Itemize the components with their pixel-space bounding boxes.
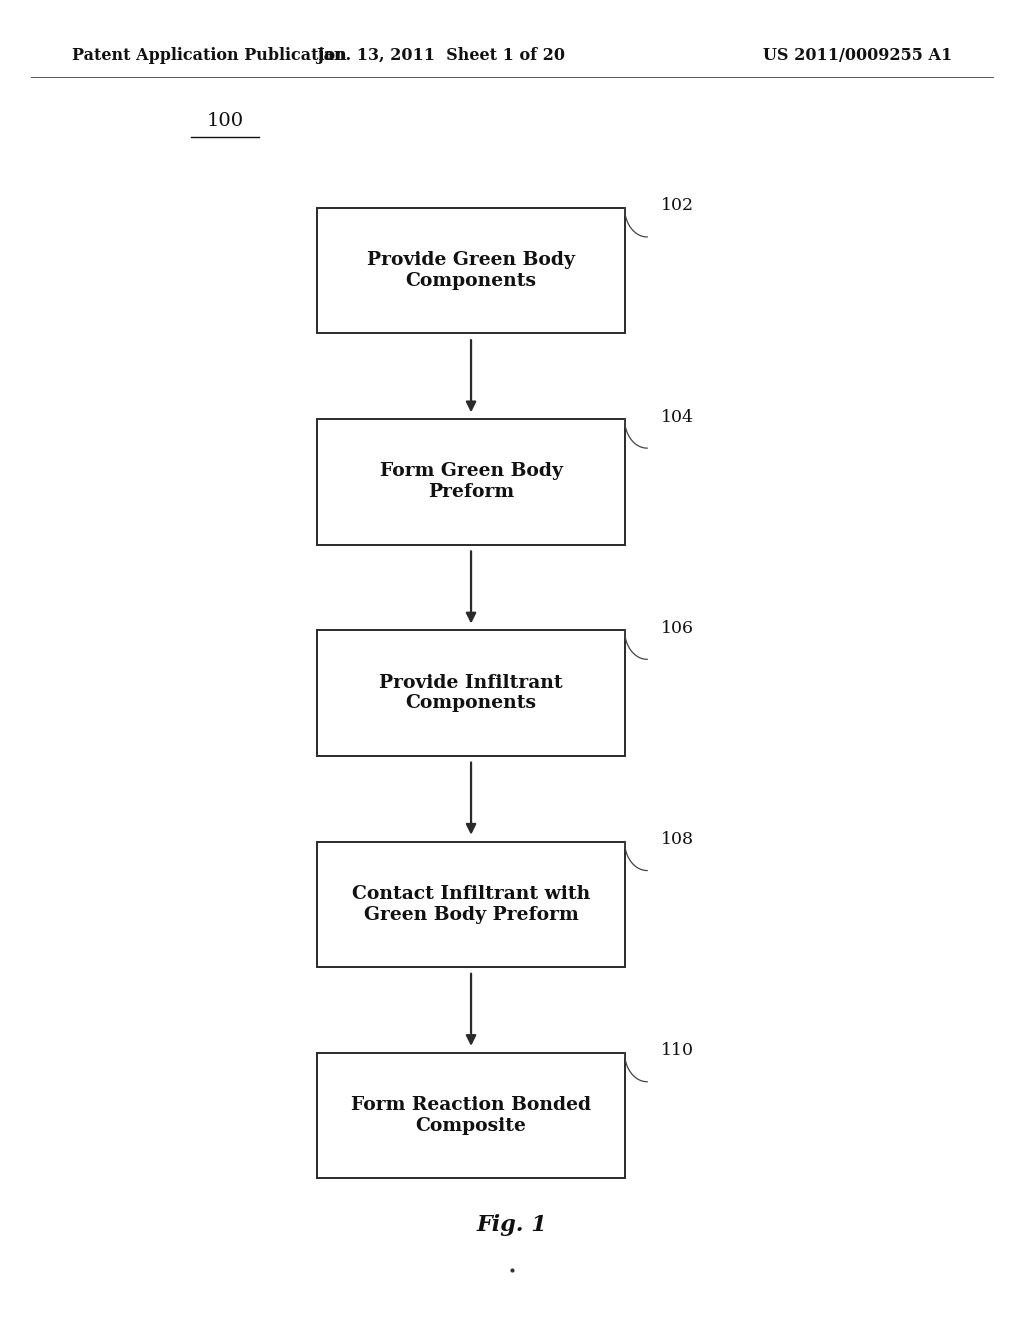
Text: 102: 102 [660,197,693,214]
Text: 106: 106 [660,620,693,636]
Bar [317,842,625,966]
Text: Provide Green Body
Components: Provide Green Body Components [367,251,575,290]
Bar [317,1053,625,1177]
Bar [317,631,625,755]
Text: Form Green Body
Preform: Form Green Body Preform [380,462,562,502]
Bar [317,420,625,544]
Text: Fig. 1: Fig. 1 [476,1214,548,1236]
Text: Contact Infiltrant with
Green Body Preform: Contact Infiltrant with Green Body Prefo… [352,884,590,924]
Text: Provide Infiltrant
Components: Provide Infiltrant Components [379,673,563,713]
Text: 110: 110 [660,1043,693,1059]
Text: Patent Application Publication: Patent Application Publication [72,48,346,63]
Text: 108: 108 [660,832,693,847]
Text: 104: 104 [660,409,693,425]
Text: Jan. 13, 2011  Sheet 1 of 20: Jan. 13, 2011 Sheet 1 of 20 [315,48,565,63]
Text: 100: 100 [207,112,244,131]
Text: US 2011/0009255 A1: US 2011/0009255 A1 [763,48,952,63]
Bar [317,209,625,333]
Text: Form Reaction Bonded
Composite: Form Reaction Bonded Composite [351,1096,591,1135]
